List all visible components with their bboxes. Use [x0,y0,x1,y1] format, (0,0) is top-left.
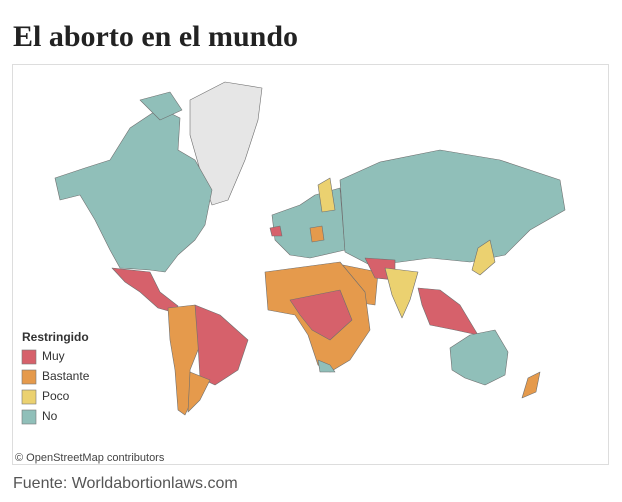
brazil [194,304,249,386]
scandinavia [317,177,336,213]
map-frame [12,64,609,465]
legend-swatch [21,369,37,385]
legend: Muy Bastante Poco No [21,349,90,425]
arctic-islands [139,91,183,121]
poland [309,225,325,243]
legend-label: Bastante [42,369,90,383]
argentina [187,371,211,413]
southeast-asia [417,287,479,336]
source-note: Fuente: Worldabortionlaws.com [13,475,238,492]
south-africa [317,359,336,373]
legend-swatch [21,389,37,405]
australia [449,329,509,386]
legend-swatch [21,349,37,365]
legend-label: No [42,409,58,423]
japan [471,239,496,276]
world-map [54,81,566,416]
ireland [269,225,283,237]
north-america [54,107,213,273]
central-africa [289,289,353,341]
legend-label: Poco [42,389,70,403]
map-attribution: © OpenStreetMap contributors [15,452,165,464]
new-zealand [521,371,541,399]
legend-title: Restringido [22,330,89,344]
legend-label: Muy [42,349,65,363]
greenland [189,81,263,206]
india [384,267,419,319]
legend-swatch [21,409,37,425]
page-title: El aborto en el mundo [13,20,298,53]
